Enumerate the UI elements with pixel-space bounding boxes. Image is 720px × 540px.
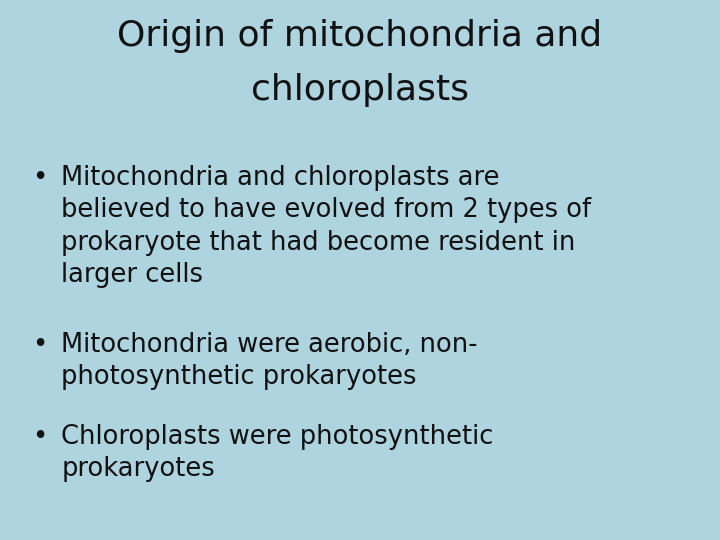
Text: •: •: [32, 424, 48, 450]
Text: •: •: [32, 165, 48, 191]
Text: Chloroplasts were photosynthetic
prokaryotes: Chloroplasts were photosynthetic prokary…: [61, 424, 494, 482]
Text: •: •: [32, 332, 48, 358]
Text: Mitochondria were aerobic, non-
photosynthetic prokaryotes: Mitochondria were aerobic, non- photosyn…: [61, 332, 477, 390]
Text: chloroplasts: chloroplasts: [251, 73, 469, 107]
Text: Origin of mitochondria and: Origin of mitochondria and: [117, 19, 603, 53]
Text: Mitochondria and chloroplasts are
believed to have evolved from 2 types of
proka: Mitochondria and chloroplasts are believ…: [61, 165, 591, 288]
